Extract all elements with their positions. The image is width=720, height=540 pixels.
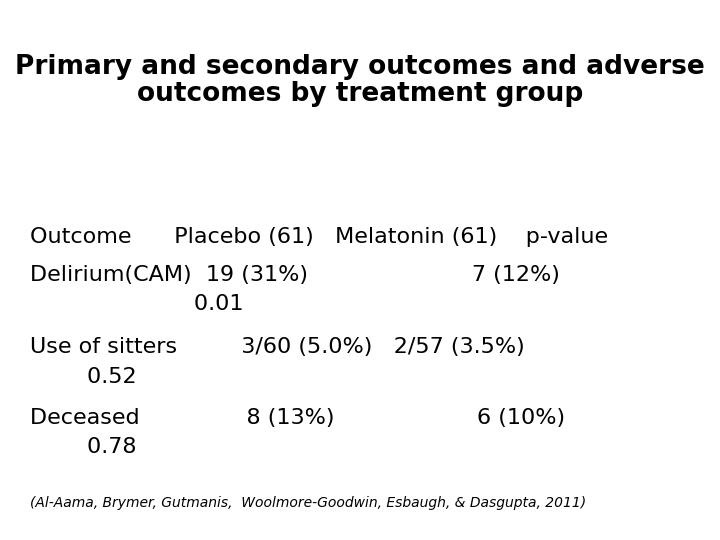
Text: (Al-Aama, Brymer, Gutmanis,  Woolmore-Goodwin, Esbaugh, & Dasgupta, 2011): (Al-Aama, Brymer, Gutmanis, Woolmore-Goo… xyxy=(30,496,586,510)
Text: Outcome      Placebo (61)   Melatonin (61)    p-value: Outcome Placebo (61) Melatonin (61) p-va… xyxy=(30,227,608,247)
Text: Delirium(CAM)  19 (31%)                       7 (12%): Delirium(CAM) 19 (31%) 7 (12%) xyxy=(30,265,560,285)
Text: 0.78: 0.78 xyxy=(30,437,137,457)
Text: Deceased               8 (13%)                    6 (10%): Deceased 8 (13%) 6 (10%) xyxy=(30,408,565,428)
Text: 0.01: 0.01 xyxy=(30,294,244,314)
Text: Use of sitters         3/60 (5.0%)   2/57 (3.5%): Use of sitters 3/60 (5.0%) 2/57 (3.5%) xyxy=(30,338,525,357)
Text: 0.52: 0.52 xyxy=(30,367,137,387)
Text: outcomes by treatment group: outcomes by treatment group xyxy=(137,81,583,107)
Text: Primary and secondary outcomes and adverse: Primary and secondary outcomes and adver… xyxy=(15,54,705,80)
